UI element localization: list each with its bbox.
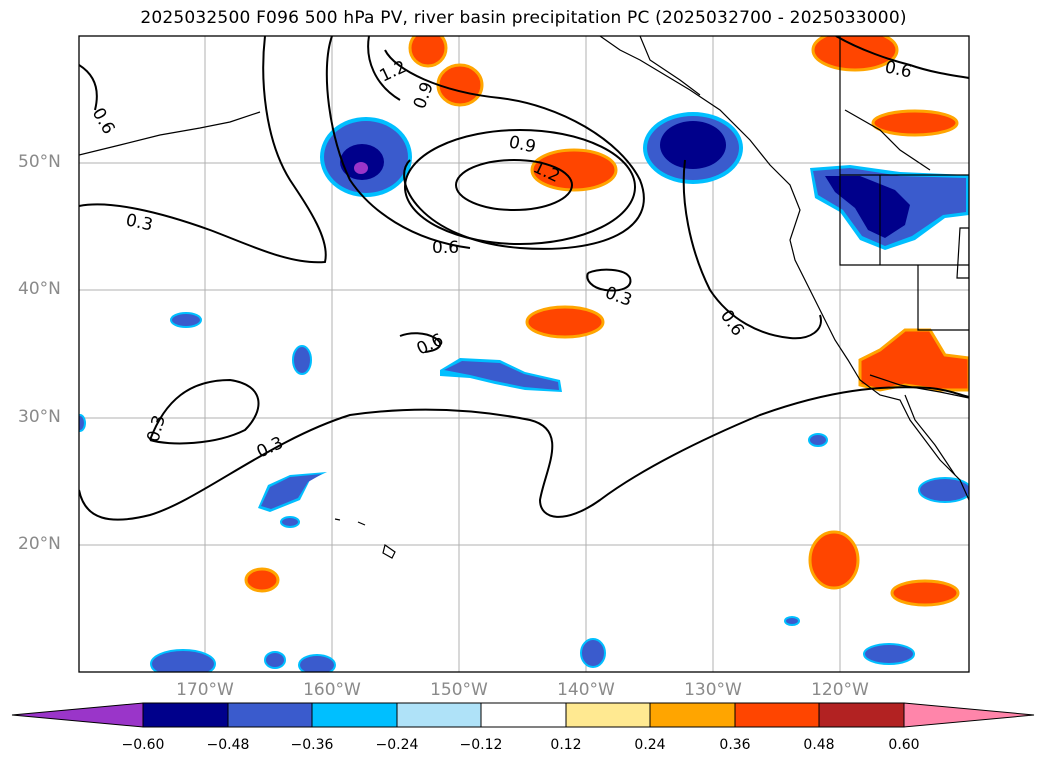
blob-neg-11 xyxy=(264,651,286,669)
coastlines xyxy=(79,36,969,501)
colorbar-tick-label: 0.24 xyxy=(634,737,666,753)
blob-neg-15 xyxy=(918,477,969,503)
colorbar-tick-label: −0.12 xyxy=(459,737,503,753)
blob-neg-9 xyxy=(150,649,216,672)
colorbar-swatch xyxy=(818,702,905,728)
blob-neg-7 xyxy=(292,345,312,375)
colorbar-high-extend xyxy=(903,702,1035,728)
blob-pos-9 xyxy=(890,579,960,607)
colorbar-swatch xyxy=(480,702,567,728)
colorbar-tick-label: −0.60 xyxy=(121,737,165,753)
colorbar-swatch xyxy=(565,702,651,728)
lon-label: 140°W xyxy=(557,680,615,700)
negative-pc-areas xyxy=(79,112,969,672)
blob-neg-10 xyxy=(298,654,336,672)
map-title: 2025032500 F096 500 hPa PV, river basin … xyxy=(140,8,907,28)
map-frame xyxy=(78,35,970,673)
lat-label: 20°N xyxy=(18,534,61,554)
colorbar-swatch xyxy=(142,702,229,728)
blob-pos-1 xyxy=(436,63,484,107)
blob-pos-4 xyxy=(525,305,605,339)
colorbar-tick-label: −0.48 xyxy=(206,737,250,753)
colorbar-swatch xyxy=(734,702,820,728)
colorbar-swatch xyxy=(311,702,398,728)
colorbar-swatch xyxy=(396,702,482,728)
blob-neg-13 xyxy=(808,433,828,447)
blob-neg-3 xyxy=(810,165,969,250)
colorbar-tick-label: 0.36 xyxy=(719,737,751,753)
lon-label: 130°W xyxy=(684,680,742,700)
blob-pos-10 xyxy=(244,567,280,593)
blob-neg-17 xyxy=(79,414,86,432)
colorbar-tick-label: 0.60 xyxy=(888,737,920,753)
lat-label: 40°N xyxy=(18,279,61,299)
colorbar-tick-label: 0.48 xyxy=(803,737,835,753)
blob-pos-5 xyxy=(811,36,899,72)
colorbar-tick-label: 0.12 xyxy=(550,737,582,753)
blob-neg-4 xyxy=(440,358,562,392)
colorbar-swatch xyxy=(227,702,313,728)
lat-label: 50°N xyxy=(18,152,61,172)
contour-label: 0.6 xyxy=(432,238,459,258)
colorbar xyxy=(11,702,1035,728)
colorbar-low-extend xyxy=(11,702,144,728)
blob-neg-14 xyxy=(863,643,915,665)
lon-label: 170°W xyxy=(176,680,234,700)
pv-contours xyxy=(79,36,969,521)
blob-pos-3 xyxy=(530,148,618,192)
blob-pos-6 xyxy=(871,109,959,137)
lon-label: 120°W xyxy=(811,680,869,700)
lon-label: 160°W xyxy=(303,680,361,700)
blob-neg-5 xyxy=(258,472,327,512)
blob-neg-2 xyxy=(643,112,743,184)
lat-label: 30°N xyxy=(18,407,61,427)
blob-neg-6 xyxy=(170,312,202,328)
blob-neg-8 xyxy=(280,516,300,528)
islands xyxy=(334,518,396,559)
lon-label: 150°W xyxy=(430,680,488,700)
blob-neg-12 xyxy=(580,638,606,668)
blob-neg-1 xyxy=(320,117,412,197)
blob-neg-16 xyxy=(784,616,800,626)
colorbar-tick-label: −0.24 xyxy=(375,737,419,753)
blob-pos-8 xyxy=(808,530,860,590)
colorbar-swatch xyxy=(649,702,736,728)
blob-pos-2 xyxy=(408,36,448,68)
colorbar-tick-label: −0.36 xyxy=(290,737,334,753)
positive-pc-areas xyxy=(244,36,969,607)
